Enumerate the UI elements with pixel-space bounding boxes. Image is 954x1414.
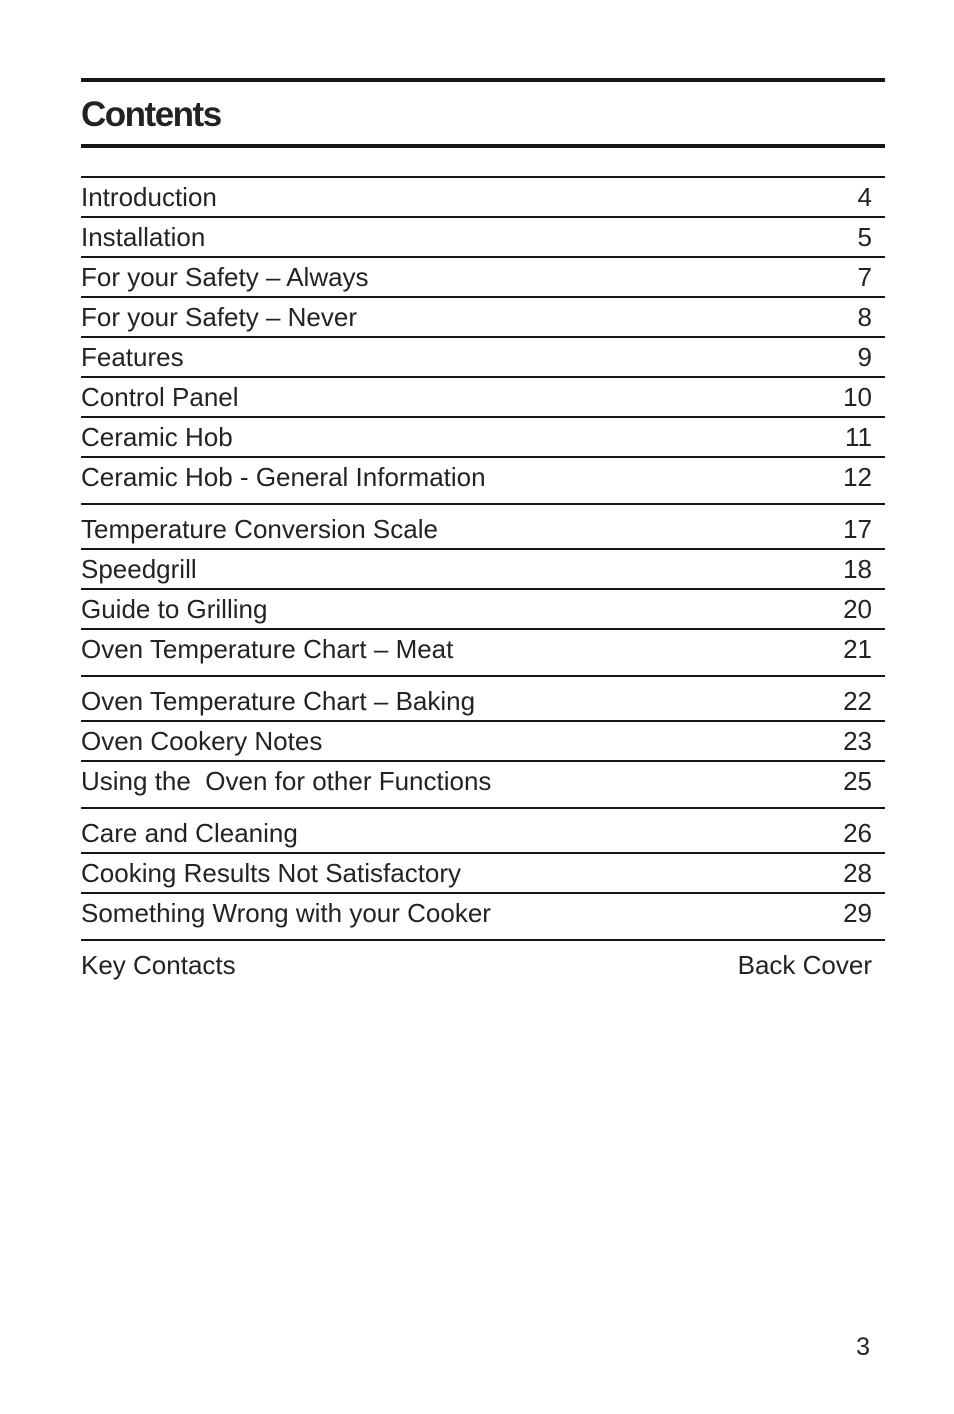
- toc-entry-label: Ceramic Hob: [81, 422, 233, 452]
- toc-entry-label: Oven Cookery Notes: [81, 726, 323, 756]
- toc-row: Guide to Grilling 20: [81, 590, 885, 630]
- toc-row: Installation 5: [81, 218, 885, 258]
- toc-row: Features 9: [81, 338, 885, 378]
- toc-entry-page: 23: [843, 726, 872, 756]
- toc-entry-label: Care and Cleaning: [81, 818, 298, 848]
- toc-row: Something Wrong with your Cooker 29: [81, 894, 885, 941]
- toc-entry-label: Control Panel: [81, 382, 239, 412]
- toc-entry-page: 29: [843, 898, 872, 928]
- page-title: Contents: [81, 95, 222, 134]
- page-number: 3: [856, 1333, 870, 1361]
- toc-entry-page: 28: [843, 858, 872, 888]
- toc-row: For your Safety – Never 8: [81, 298, 885, 338]
- toc-entry-label: Cooking Results Not Satisfactory: [81, 858, 462, 888]
- toc-entry-label: Something Wrong with your Cooker: [81, 898, 491, 928]
- toc-group: Temperature Conversion Scale 17 Speedgrill…: [81, 505, 885, 677]
- toc-entry-page: 25: [843, 766, 872, 796]
- toc-group: Oven Temperature Chart – Baking 22 Oven Co…: [81, 677, 885, 809]
- header-top-rule: [81, 78, 885, 82]
- toc-entry-page: 21: [843, 634, 872, 664]
- toc-entry-page: 10: [843, 382, 872, 412]
- header-bottom-rule: [81, 144, 885, 148]
- toc-entry-page: 8: [857, 302, 872, 332]
- toc-entry-page: 11: [845, 422, 872, 452]
- toc-entry-label: Introduction: [81, 182, 217, 212]
- page-footer: 3: [856, 1332, 870, 1362]
- toc-entry-label: Key Contacts: [81, 950, 236, 980]
- toc-row: For your Safety – Always 7: [81, 258, 885, 298]
- toc-group: Key Contacts Back Cover: [81, 941, 885, 984]
- toc-row: Control Panel 10: [81, 378, 885, 418]
- toc-group: Care and Cleaning 26 Cooking Results Not S…: [81, 809, 885, 941]
- document-page: Contents Introduction 4 Installation 5 For y…: [0, 78, 954, 1414]
- toc-entry-label: For your Safety – Always: [81, 262, 369, 292]
- toc-entry-page: 26: [843, 818, 872, 848]
- toc-entry-page: 18: [843, 554, 872, 584]
- toc-row: Introduction 4: [81, 178, 885, 218]
- toc-group: Introduction 4 Installation 5 For your Safet…: [81, 178, 885, 505]
- toc-row: Oven Temperature Chart – Meat 21: [81, 630, 885, 677]
- page-content: Contents Introduction 4 Installation 5 For y…: [81, 78, 885, 984]
- toc-entry-label: Oven Temperature Chart – Meat: [81, 634, 454, 664]
- toc-entry-label: Installation: [81, 222, 206, 252]
- toc-row: Oven Cookery Notes 23: [81, 722, 885, 762]
- toc-row: Temperature Conversion Scale 17: [81, 505, 885, 550]
- toc-row: Cooking Results Not Satisfactory 28: [81, 854, 885, 894]
- toc-entry-page: 9: [857, 342, 872, 372]
- toc-list: Introduction 4 Installation 5 For your Safet…: [81, 176, 885, 984]
- toc-entry-page: 20: [843, 594, 872, 624]
- toc-entry-label: Using the Oven for other Functions: [81, 766, 492, 796]
- toc-row: Care and Cleaning 26: [81, 809, 885, 854]
- toc-entry-page: 12: [843, 462, 872, 492]
- toc-entry-label: Guide to Grilling: [81, 594, 268, 624]
- toc-entry-label: Features: [81, 342, 184, 372]
- toc-entry-label: Temperature Conversion Scale: [81, 514, 438, 544]
- toc-entry-label: Ceramic Hob - General Information: [81, 462, 486, 492]
- toc-entry-page: 22: [843, 686, 872, 716]
- toc-row: Key Contacts Back Cover: [81, 941, 885, 984]
- toc-entry-page: Back Cover: [737, 950, 872, 980]
- toc-entry-page: 7: [857, 262, 872, 292]
- toc-entry-label: For your Safety – Never: [81, 302, 357, 332]
- toc-row: Speedgrill 18: [81, 550, 885, 590]
- toc-row: Using the Oven for other Functions 25: [81, 762, 885, 809]
- toc-row: Ceramic Hob 11: [81, 418, 885, 458]
- toc-row: Ceramic Hob - General Information 12: [81, 458, 885, 505]
- toc-entry-label: Oven Temperature Chart – Baking: [81, 686, 476, 716]
- toc-entry-label: Speedgrill: [81, 554, 197, 584]
- toc-row: Oven Temperature Chart – Baking 22: [81, 677, 885, 722]
- toc-entry-page: 4: [857, 182, 872, 212]
- toc-entry-page: 17: [843, 514, 872, 544]
- toc-entry-page: 5: [857, 222, 872, 252]
